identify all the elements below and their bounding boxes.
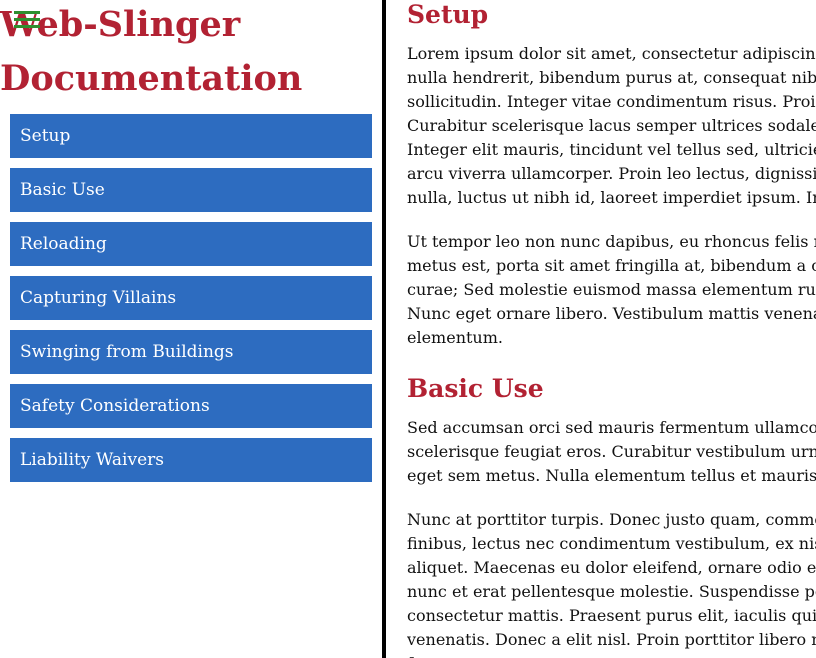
menu-icon-bar bbox=[14, 25, 40, 28]
sidebar: Web-Slinger Documentation Setup Basic Use… bbox=[0, 0, 382, 658]
sidebar-nav: Setup Basic Use Reloading Capturing Vill… bbox=[10, 114, 372, 492]
site-title: Web-Slinger Documentation bbox=[0, 0, 302, 106]
menu-icon-bar bbox=[14, 18, 40, 21]
paragraph: Ut tempor leo non nunc dapibus, eu rhonc… bbox=[407, 232, 816, 347]
site-title-line2: Documentation bbox=[0, 58, 303, 99]
sidebar-item-setup[interactable]: Setup bbox=[10, 114, 372, 158]
main-content: Setup Lorem ipsum dolor sit amet, consec… bbox=[407, 0, 816, 658]
paragraph: Lorem ipsum dolor sit amet, consectetur … bbox=[407, 44, 816, 207]
sidebar-item-reloading[interactable]: Reloading bbox=[10, 222, 372, 266]
paragraph: Sed accumsan orci sed mauris fermentum u… bbox=[407, 418, 816, 485]
sidebar-item-safety-considerations[interactable]: Safety Considerations bbox=[10, 384, 372, 428]
sidebar-item-liability-waivers[interactable]: Liability Waivers bbox=[10, 438, 372, 482]
sidebar-item-capturing-villains[interactable]: Capturing Villains bbox=[10, 276, 372, 320]
section-title-setup: Setup bbox=[407, 0, 489, 29]
hamburger-menu-icon[interactable] bbox=[14, 9, 40, 31]
sidebar-item-swinging-from-buildings[interactable]: Swinging from Buildings bbox=[10, 330, 372, 374]
menu-icon-bar bbox=[14, 11, 40, 14]
sidebar-item-basic-use[interactable]: Basic Use bbox=[10, 168, 372, 212]
sidebar-divider bbox=[382, 0, 386, 658]
site-title-line1: Web-Slinger bbox=[0, 4, 241, 45]
section-title-basic-use: Basic Use bbox=[407, 374, 544, 403]
paragraph: Nunc at porttitor turpis. Donec justo qu… bbox=[407, 510, 816, 658]
